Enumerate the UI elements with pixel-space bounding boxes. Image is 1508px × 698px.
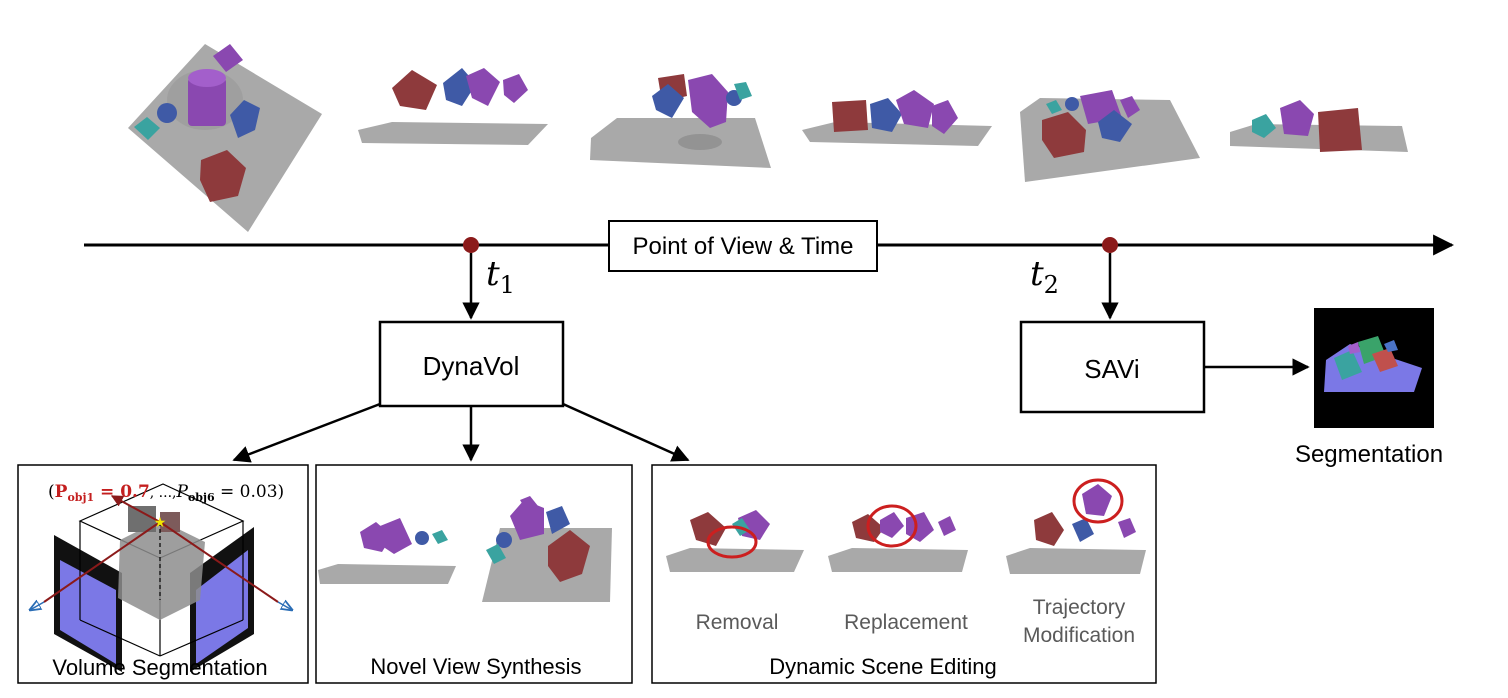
scene-frame-5 (1020, 90, 1200, 182)
red-cube (832, 100, 868, 132)
red-cube (200, 150, 246, 202)
ray-left (43, 521, 161, 603)
red-cube (392, 70, 437, 110)
scene-frame-4 (802, 90, 992, 146)
novel-view-b-red-cube (548, 530, 590, 582)
purple-cylinder (466, 68, 500, 106)
seg-blue-object (1384, 340, 1398, 352)
trajectory-plane (1006, 548, 1146, 574)
replacement-highlight-circle (866, 504, 918, 548)
novel-view-a-plane (318, 564, 456, 584)
timeline-label: Point of View & Time (633, 233, 854, 260)
trajectory-highlight-circle (1072, 478, 1124, 524)
dynavol-label: DynaVol (423, 351, 520, 381)
scene-frame-2 (358, 68, 548, 145)
trajectory-moved-object (1082, 484, 1112, 516)
node-dynavol: DynaVol (378, 320, 565, 408)
volume-segmentation-label: Volume Segmentation (52, 655, 267, 680)
novel-view-b-blue-cube (546, 506, 570, 534)
removal-highlight-circle (706, 525, 758, 559)
novel-view-a-cylinder (380, 518, 412, 554)
arrow-dynavol-to-editing (562, 402, 690, 462)
time-label-t2: t2 (1030, 254, 1059, 299)
trajectory-blue-cube (1072, 518, 1094, 542)
novel-view-a-sphere (415, 531, 429, 545)
sample-point-star-icon: ★ (154, 514, 167, 530)
replacement-plane (828, 548, 968, 572)
purple-cube (932, 100, 958, 134)
blue-cube (230, 100, 260, 138)
novel-view-b-cylinder (510, 500, 544, 540)
teal-cube (1046, 100, 1062, 114)
scene-frames-row (128, 44, 1408, 232)
blue-cube (652, 84, 684, 118)
purple-cylinder (188, 78, 226, 126)
ground-plane (128, 44, 322, 232)
blue-cube (870, 98, 902, 132)
volume-density (118, 520, 205, 620)
removal-plane (666, 548, 804, 572)
panel-volume-segmentation: ★ (Pobj1 = 0.7, ...,Pobj6 = 0.03) Volume… (17, 464, 309, 684)
seg-purple-object (1348, 342, 1360, 354)
blue-cube (1098, 110, 1132, 142)
purple-cube (213, 44, 243, 72)
savi-box (1019, 320, 1206, 414)
ray-right-tip (277, 602, 292, 610)
ground-plane (1230, 124, 1408, 152)
dynamic-scene-editing-label: Dynamic Scene Editing (769, 654, 996, 679)
ray-right (159, 521, 279, 603)
time-label-t1: t1 (486, 254, 515, 299)
removal-label: Removal (696, 611, 779, 634)
replacement-label: Replacement (844, 611, 968, 634)
novel-view-synthesis-label: Novel View Synthesis (370, 654, 581, 679)
ray-left-tip (30, 602, 45, 610)
trajectory-label-line1: Trajectory (1033, 596, 1126, 619)
novel-view-a-teal-cube (432, 530, 448, 544)
blue-sphere (1065, 97, 1079, 111)
panel-dynamic-scene-editing: Removal Replacement Trajectory Modificat… (651, 464, 1157, 684)
blue-sphere (157, 103, 177, 123)
probability-formula: (Pobj1 = 0.7, ...,Pobj6 = 0.03) (48, 482, 284, 504)
ground-plane (358, 122, 548, 145)
purple-cylinder (688, 74, 728, 128)
seg-teal-object (1334, 350, 1362, 380)
time-point-t1 (463, 237, 479, 253)
segmentation-label: Segmentation (1295, 441, 1443, 468)
purple-cylinder (1280, 100, 1314, 136)
scene-frame-3 (590, 74, 771, 168)
time-point-t2 (1102, 237, 1118, 253)
removal-purple-cube (738, 510, 770, 540)
teal-cube (734, 82, 752, 100)
teal-cube (134, 117, 160, 140)
novel-view-b-teal-cube (486, 544, 506, 564)
purple-cylinder (896, 90, 934, 128)
seg-red-object (1372, 348, 1398, 372)
ground-plane (802, 122, 992, 146)
ray-up (110, 495, 161, 523)
savi-label: SAVi (1084, 354, 1139, 384)
timeline: Point of View & Time t1 t2 (84, 220, 1455, 320)
purple-cube (1120, 96, 1140, 118)
arrow-dynavol-to-volume-seg (232, 402, 381, 463)
trajectory-label-line2: Modification (1023, 624, 1135, 647)
novel-view-b-sphere (496, 532, 512, 548)
segmentation-output: Segmentation (1295, 308, 1443, 468)
dynavol-box (378, 320, 565, 408)
teal-cube (1252, 114, 1276, 138)
trajectory-red-cube (1034, 512, 1064, 546)
scene-editing-frame (651, 464, 1157, 684)
red-cube (1318, 108, 1362, 152)
scene-frame-1 (128, 44, 322, 232)
node-savi: SAVi (1019, 320, 1206, 414)
scene-frame-6 (1230, 100, 1408, 152)
panel-novel-view-synthesis: Novel View Synthesis (315, 464, 633, 684)
timeline-label-box (608, 220, 878, 272)
purple-cube (503, 74, 528, 103)
removal-red-cube (690, 512, 726, 546)
red-cube (1042, 112, 1086, 158)
replacement-new-object (880, 512, 904, 538)
